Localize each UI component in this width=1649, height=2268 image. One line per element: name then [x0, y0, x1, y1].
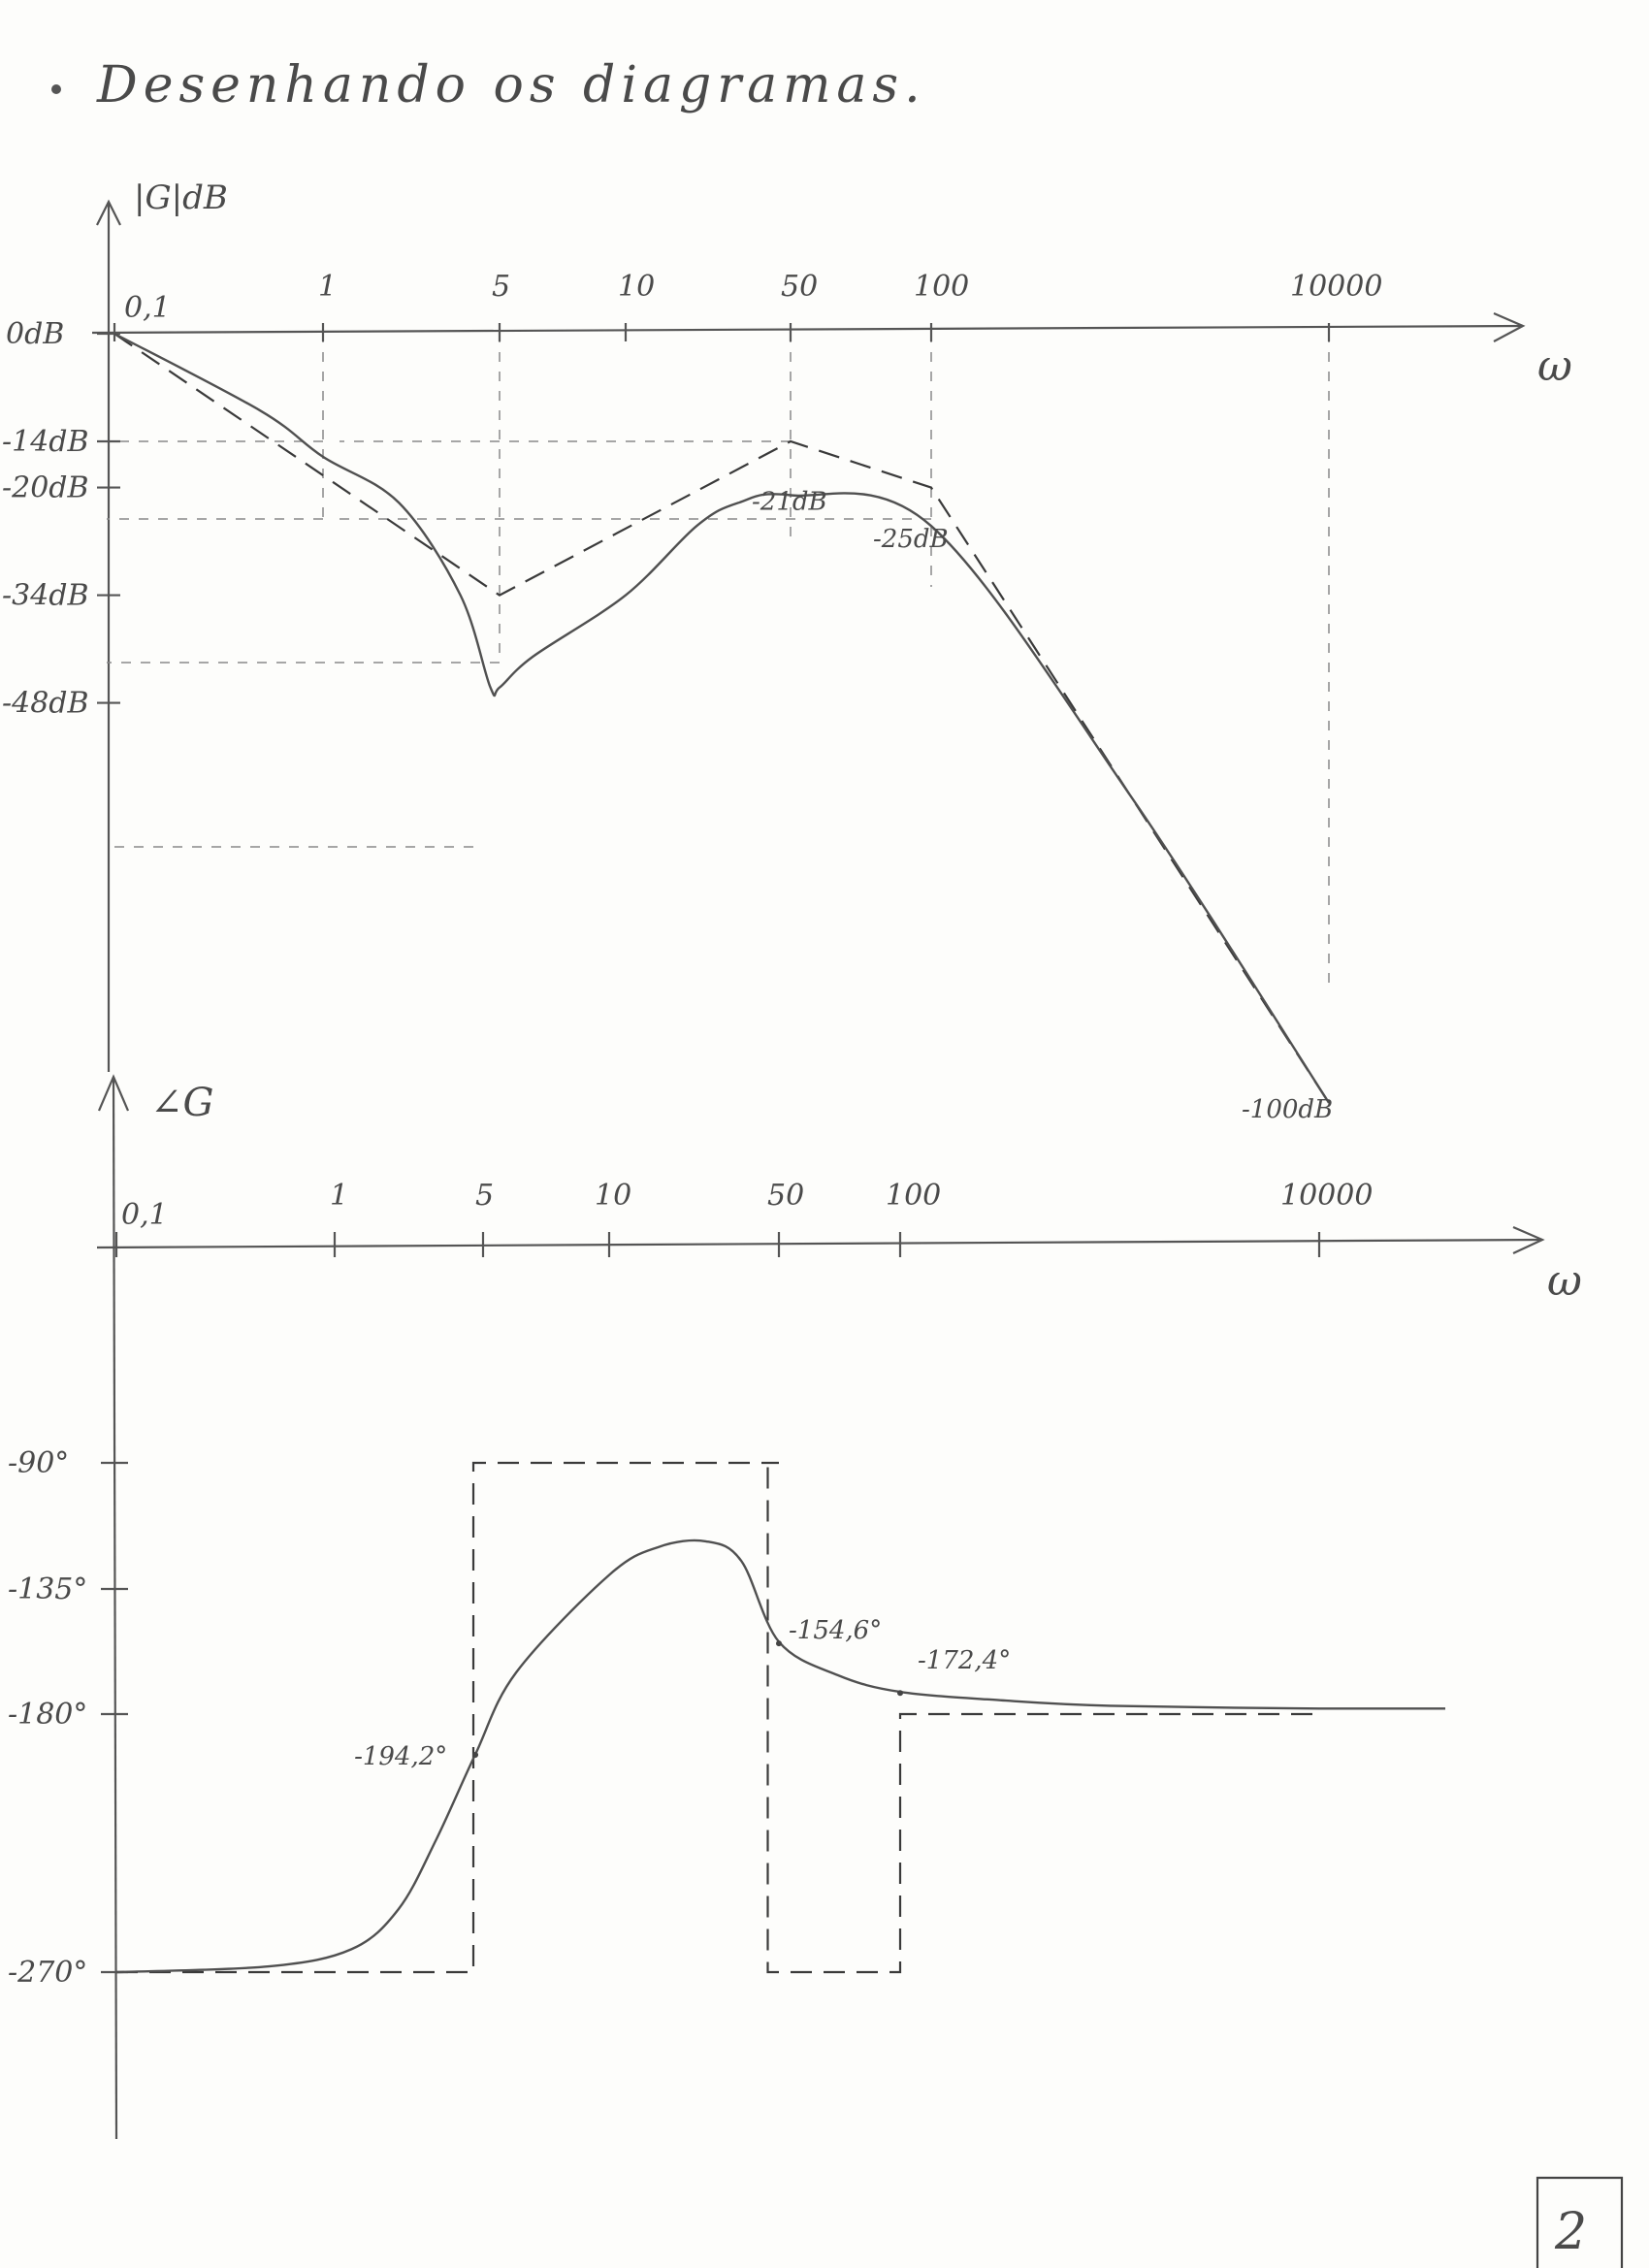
phase-y-tick-label: -180° [8, 1698, 87, 1732]
magnitude-x-tick-label: 5 [492, 270, 510, 304]
phase-x-tick-label: 1 [330, 1179, 348, 1213]
magnitude-x-label: ω [1537, 341, 1572, 391]
phase-x-arrow-icon [1512, 1225, 1545, 1254]
phase-x-tick-label: 50 [767, 1179, 804, 1213]
magnitude-y-arrow-icon [96, 199, 121, 226]
magnitude-annotation: -100dB [1242, 1095, 1333, 1124]
phase-annotation: -172,4° [918, 1646, 1011, 1675]
phase-annotation-dot [897, 1690, 903, 1697]
phase-annotation: -154,6° [789, 1616, 882, 1645]
magnitude-y-tick-label: -14dB [2, 425, 89, 459]
magnitude-x-arrow-icon [1493, 311, 1526, 342]
magnitude-annotation: -25dB [873, 525, 949, 554]
phase-real-curve [115, 1539, 1446, 1974]
magnitude-y-label: |G|dB [134, 178, 228, 217]
magnitude-x-tick-label: 50 [781, 270, 818, 304]
magnitude-x-tick-label: 10 [618, 270, 655, 304]
phase-annotation: -194,2° [354, 1742, 447, 1771]
phase-x-tick-label: 5 [475, 1179, 494, 1213]
phase-annotation-dot [776, 1640, 782, 1647]
phase-annotation-dot [472, 1751, 479, 1758]
phase-chart: ∠G ω 0,1 1 5 10 50 100 10000 -90° -135° -180° -27… [8, 1074, 1582, 2140]
page-number: 2 [1554, 2203, 1587, 2261]
magnitude-real-curve [113, 332, 1331, 1104]
magnitude-x-axis [91, 324, 1524, 335]
phase-x-axis [96, 1238, 1543, 1249]
magnitude-x-tick-label: 100 [914, 270, 969, 304]
magnitude-asymptotic-line [113, 333, 1330, 1104]
phase-y-arrow-icon [97, 1074, 130, 1112]
phase-x-tick-label: 100 [886, 1179, 941, 1213]
phase-x-label: ω [1547, 1256, 1582, 1306]
phase-y-tick-label: -90° [8, 1446, 69, 1480]
phase-x-tick-label: 10 [595, 1179, 631, 1213]
phase-y-label: ∠G [150, 1081, 213, 1125]
magnitude-y-tick-label: -48dB [2, 687, 89, 721]
phase-y-axis [112, 1076, 118, 2140]
phase-asymptotic-line [116, 1461, 1319, 1974]
page-number-box: 2 [1536, 2176, 1624, 2268]
magnitude-chart: |G|dB ω 0,1 1 5 10 50 100 10000 0dB -14dB -20dB -… [2, 178, 1572, 1124]
bullet-icon [51, 84, 61, 94]
magnitude-x-tick-label: 1 [318, 270, 337, 304]
phase-x-tick-label: 10000 [1280, 1179, 1373, 1213]
magnitude-x-tick-label: 10000 [1290, 270, 1382, 304]
phase-x-tick-label: 0,1 [121, 1198, 168, 1232]
magnitude-y-tick-label: -34dB [2, 579, 89, 613]
magnitude-y-tick-label: 0dB [6, 317, 64, 351]
magnitude-x-tick-label: 0,1 [124, 291, 171, 325]
magnitude-y-tick-label: -20dB [2, 471, 89, 505]
phase-y-tick-label: -135° [8, 1572, 87, 1606]
page-title: Desenhando os diagramas. [96, 56, 926, 114]
magnitude-annotation: -21dB [752, 488, 827, 517]
phase-y-tick-label: -270° [8, 1956, 87, 1990]
